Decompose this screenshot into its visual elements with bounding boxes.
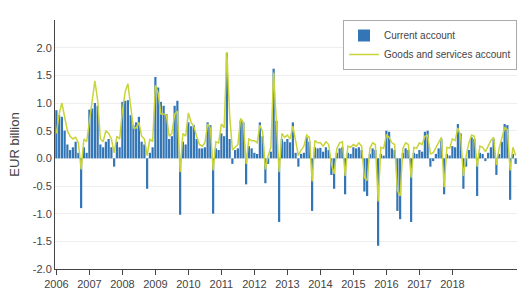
svg-text:-1.0: -1.0 bbox=[33, 208, 52, 220]
svg-text:2008: 2008 bbox=[110, 278, 134, 290]
svg-text:EUR billion: EUR billion bbox=[7, 112, 22, 176]
svg-text:2016: 2016 bbox=[374, 278, 398, 290]
svg-text:-2.0: -2.0 bbox=[33, 263, 52, 275]
svg-text:Goods and services account: Goods and services account bbox=[384, 49, 510, 60]
svg-text:2007: 2007 bbox=[77, 278, 101, 290]
svg-text:2.0: 2.0 bbox=[37, 42, 52, 54]
svg-text:2010: 2010 bbox=[176, 278, 200, 290]
svg-text:2011: 2011 bbox=[210, 278, 234, 290]
svg-text:-0.5: -0.5 bbox=[33, 180, 52, 192]
svg-text:2014: 2014 bbox=[308, 278, 332, 290]
svg-text:-1.5: -1.5 bbox=[33, 235, 52, 247]
svg-text:2012: 2012 bbox=[242, 278, 266, 290]
svg-text:0.0: 0.0 bbox=[37, 152, 52, 164]
svg-text:2018: 2018 bbox=[440, 278, 464, 290]
svg-text:0.5: 0.5 bbox=[37, 125, 52, 137]
svg-text:2017: 2017 bbox=[407, 278, 431, 290]
svg-text:Current account: Current account bbox=[384, 30, 455, 41]
svg-text:1.0: 1.0 bbox=[37, 97, 52, 109]
svg-text:2009: 2009 bbox=[143, 278, 167, 290]
svg-text:2006: 2006 bbox=[44, 278, 68, 290]
svg-text:1.5: 1.5 bbox=[37, 69, 52, 81]
svg-text:2015: 2015 bbox=[341, 278, 365, 290]
svg-text:2013: 2013 bbox=[275, 278, 299, 290]
